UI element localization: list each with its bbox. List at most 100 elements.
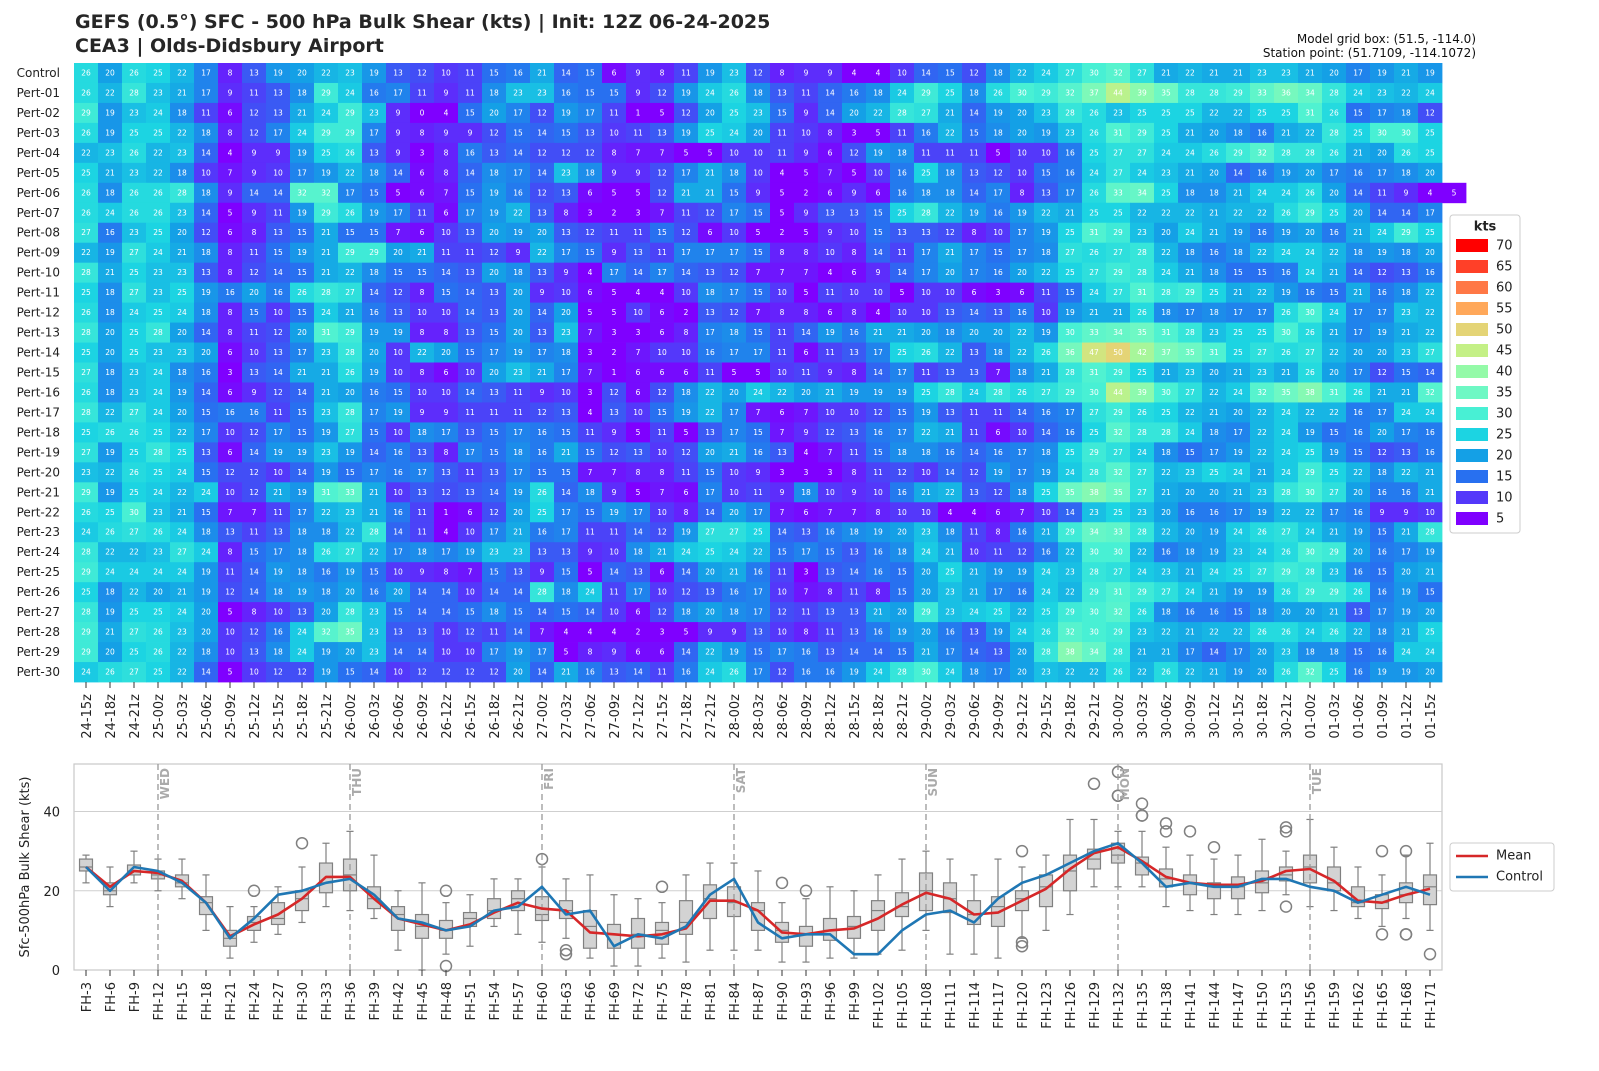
heatmap-cell-value: 12 [849,148,859,157]
heatmap-cell-value: 23 [177,148,187,157]
heatmap-cell [458,422,483,443]
heatmap-cell-value: 25 [81,348,91,357]
heatmap-cell [890,462,915,483]
heatmap-cell [842,322,867,343]
heatmap-cell [602,63,627,84]
heatmap-cell-value: 25 [153,228,163,237]
heatmap-cell-value: 11 [777,348,787,357]
y-axis-label: Sfc-500hPa Bulk Shear (kts) [18,777,33,958]
heatmap-cell-value: 23 [177,208,187,217]
heatmap-cell [1178,322,1203,343]
heatmap-cell-value: 12 [729,268,739,277]
heatmap-cell-value: 25 [1089,428,1099,437]
heatmap-cell-value: 19 [681,408,691,417]
heatmap-cell-value: 13 [489,468,499,477]
heatmap-cell [1346,142,1371,164]
heatmap-cell [170,282,195,304]
heatmap-cell [914,562,939,583]
heatmap-cell-value: 10 [417,308,427,317]
heatmap-cell [698,442,723,463]
heatmap-cell-value: 8 [444,148,449,157]
heatmap-cell-value: 17 [1233,428,1243,437]
heatmap-cell-value: 13 [633,568,643,577]
heatmap-cell-value: 25 [1329,208,1339,217]
heatmap-cell [1298,262,1323,284]
heatmap-cell-value: 15 [705,468,715,477]
heatmap-cell-value: 16 [273,628,283,637]
heatmap-cell-value: 22 [1305,128,1315,137]
heatmap-cell [122,482,147,503]
heatmap-cell-value: 16 [273,288,283,297]
heatmap-cell-value: 15 [657,228,667,237]
heatmap-cell-value: 21 [1353,228,1363,237]
heatmap-cell-value: 20 [1425,248,1435,257]
heatmap-cell-value: 25 [1305,448,1315,457]
heatmap-cell [602,102,627,124]
heatmap-cell [866,442,891,463]
heatmap-cell-value: 16 [1353,428,1363,437]
heatmap-cell [482,562,507,583]
heatmap-cell-value: 16 [1185,608,1195,617]
heatmap-cell [866,502,891,523]
heatmap-cell-value: 19 [849,668,859,677]
heatmap-column-label: 28-18z [872,694,887,739]
heatmap-cell [314,442,339,463]
heatmap-cell [770,642,795,663]
heatmap-cell-value: 3 [420,148,425,157]
heatmap-cell-value: 14 [633,668,643,677]
heatmap-cell-value: 24 [921,548,931,557]
heatmap-cell-value: 10 [873,488,883,497]
heatmap-cell [1082,82,1107,104]
heatmap-cell [290,262,315,284]
heatmap-cell-value: 15 [345,468,355,477]
heatmap-cell [698,502,723,523]
heatmap-cell-value: 18 [513,448,523,457]
heatmap-cell-value: 25 [1161,108,1171,117]
heatmap-cell [290,222,315,244]
heatmap-cell-value: 24 [105,208,115,217]
heatmap-cell-value: 13 [249,648,259,657]
heatmap-cell [362,142,387,164]
heatmap-cell [74,302,99,323]
heatmap-cell-value: 7 [756,408,761,417]
heatmap-cell-value: 19 [1065,308,1075,317]
heatmap-cell [578,602,603,623]
heatmap-cell [1346,102,1371,124]
heatmap-cell-value: 11 [1041,288,1051,297]
heatmap-cell-value: 31 [321,328,331,337]
heatmap-cell-value: 20 [201,608,211,617]
heatmap-cell [794,462,819,483]
heatmap-row-labels: ControlPert-01Pert-02Pert-03Pert-04Pert-… [17,66,60,679]
heatmap-cell-value: 23 [105,148,115,157]
heatmap-cell [1370,322,1395,343]
heatmap-cell-value: 5 [756,228,761,237]
heatmap-cell [242,63,267,84]
heatmap-cell [1034,63,1059,84]
colorbar-swatch [1456,260,1488,273]
heatmap-cell-value: 17 [1017,468,1027,477]
heatmap-cell-value: 31 [1161,328,1171,337]
heatmap-cell [1370,182,1395,204]
heatmap-cell-value: 10 [849,408,859,417]
heatmap-cell-value: 24 [1209,568,1219,577]
heatmap-cell [386,302,411,323]
heatmap-cell [458,442,483,463]
heatmap-cell [938,562,963,583]
heatmap-cell [482,622,507,643]
heatmap-cell-value: 15 [873,208,883,217]
heatmap-cell-value: 18 [633,548,643,557]
heatmap-cell [890,422,915,443]
heatmap-cell-value: 22 [1185,408,1195,417]
heatmap-cell [962,602,987,623]
heatmap-cell [1082,582,1107,603]
heatmap-cell-value: 11 [273,508,283,517]
heatmap-cell-value: 22 [177,428,187,437]
heatmap-cell-value: 14 [465,288,475,297]
station-title: CEA3 | Olds-Didsbury Airport [75,35,384,57]
heatmap-cell-value: 20 [921,568,931,577]
heatmap-cell [914,502,939,523]
heatmap-cell-value: 16 [105,228,115,237]
heatmap-cell-value: 16 [801,648,811,657]
heatmap-cell [1346,182,1371,204]
